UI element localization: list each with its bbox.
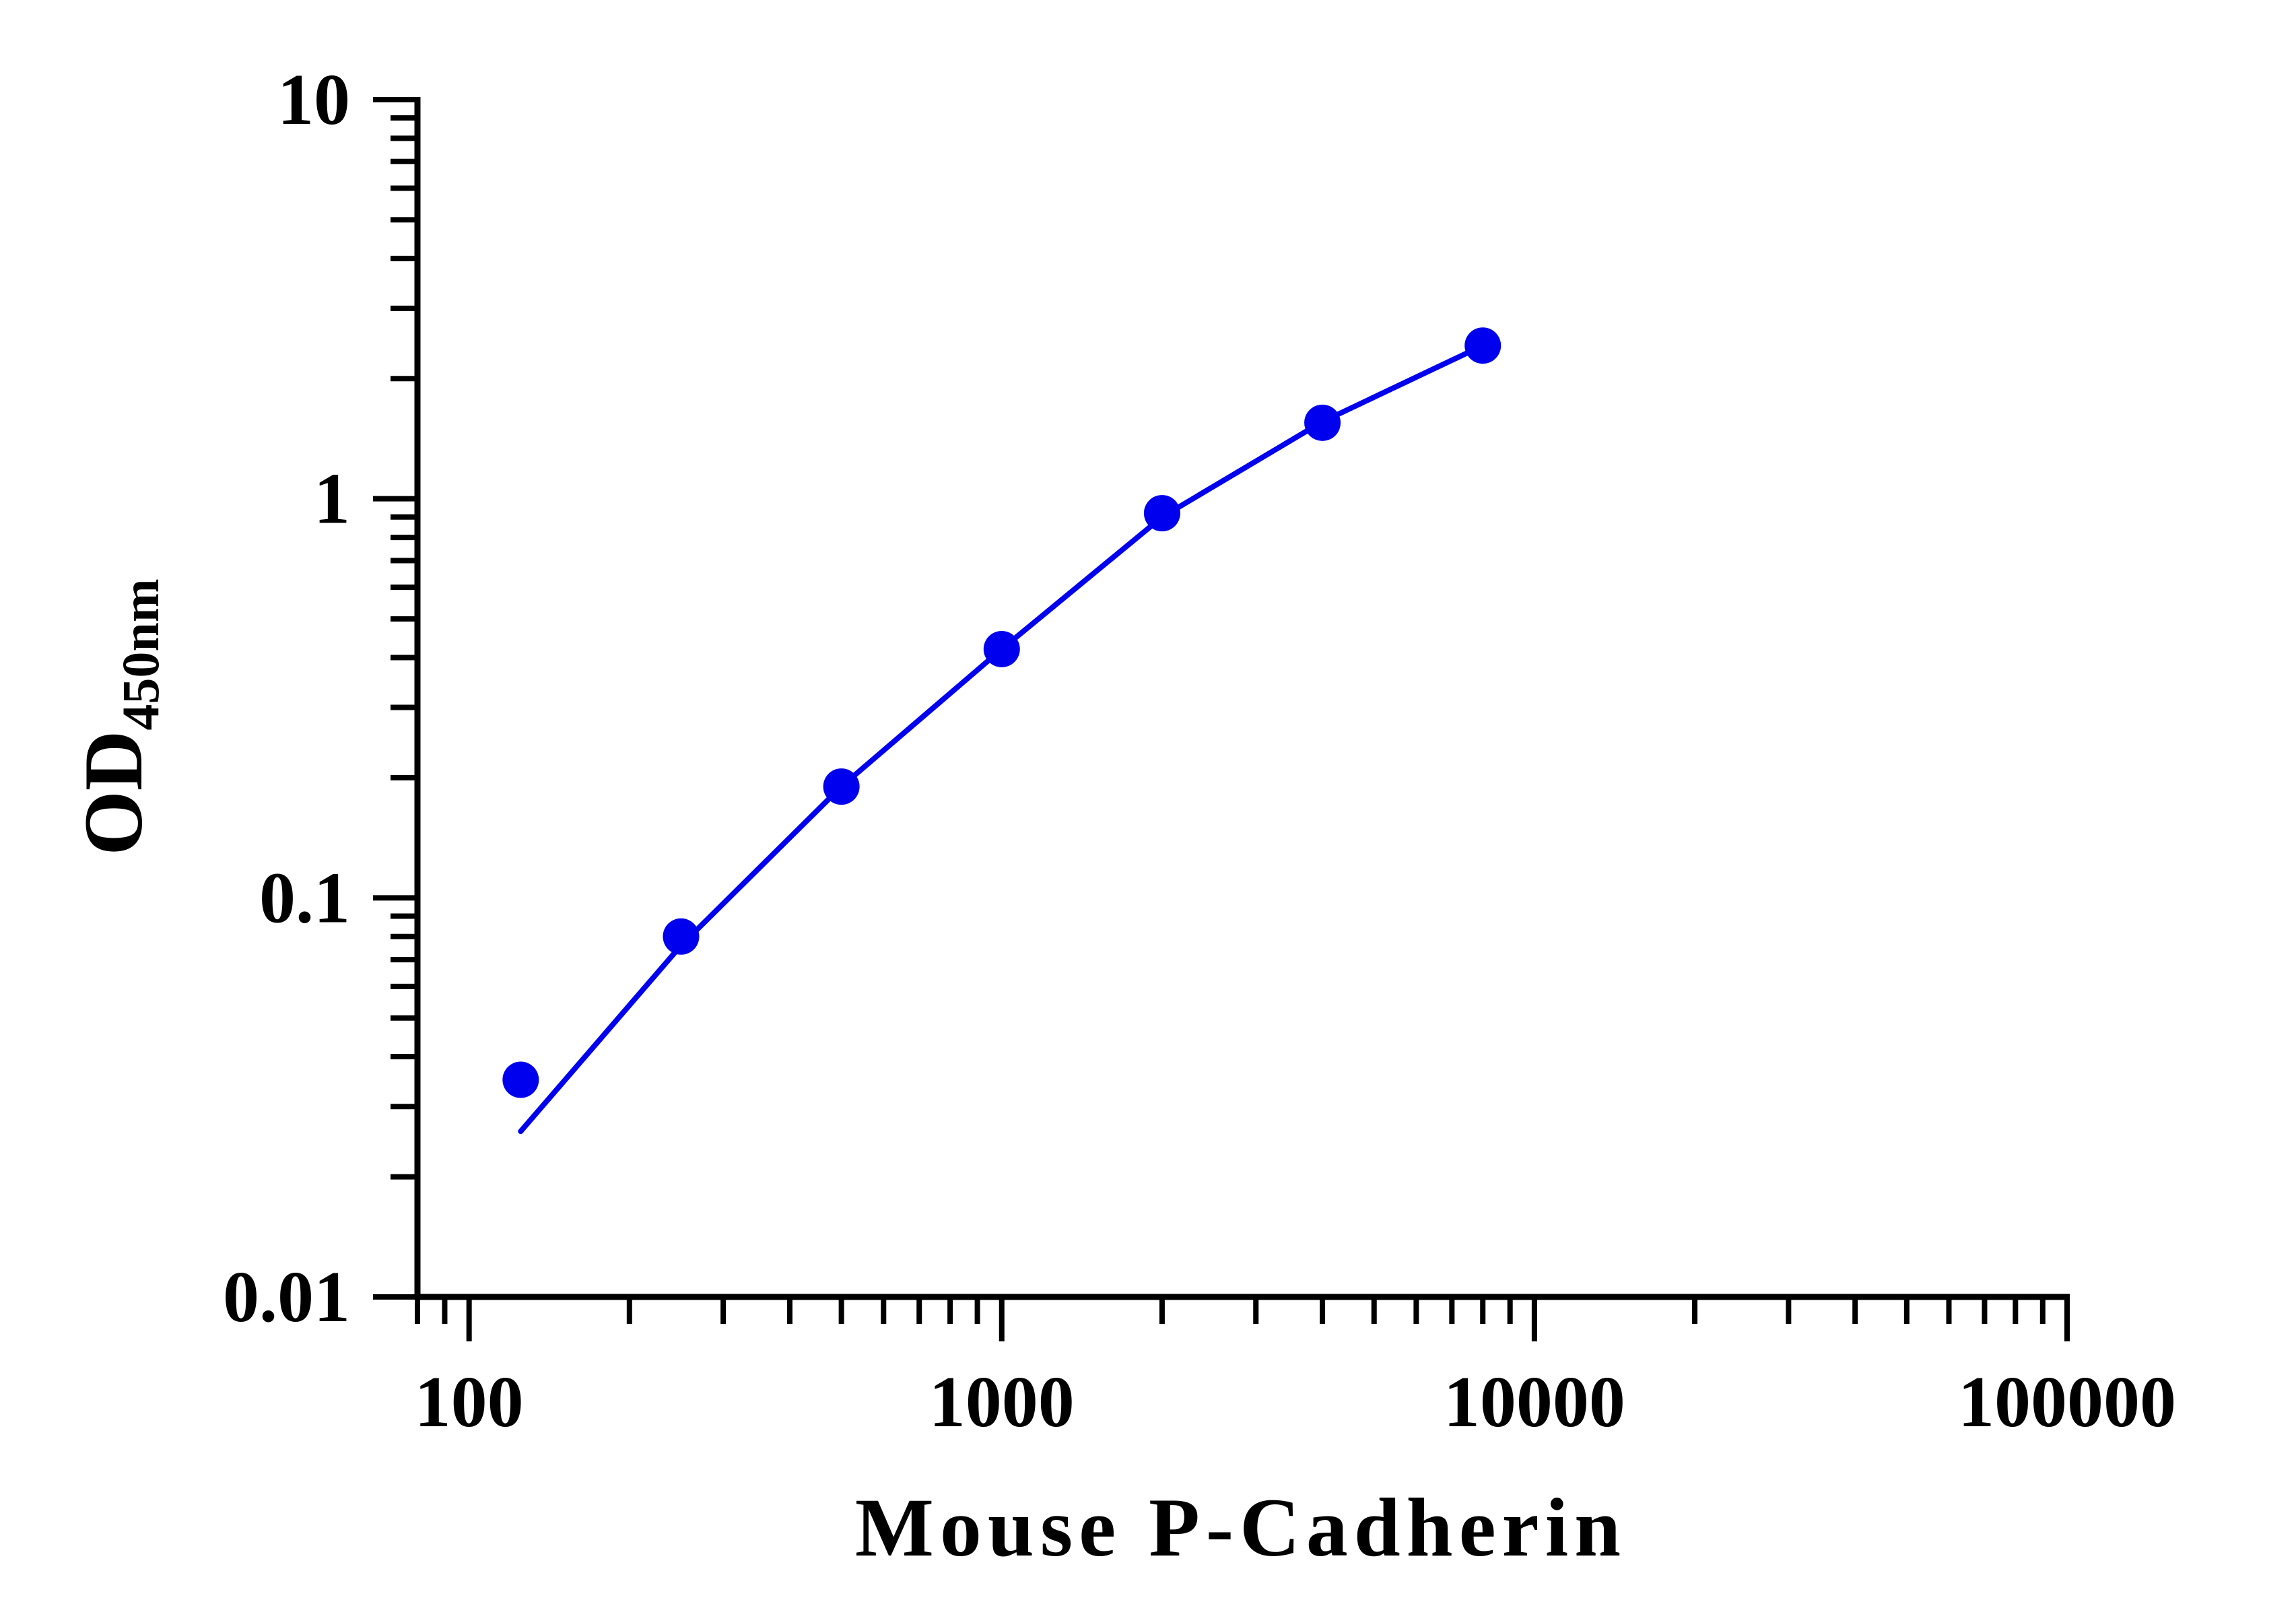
data-point [1143,495,1180,532]
data-point [1464,327,1501,364]
x-tick-label: 100 [415,1362,524,1442]
y-tick-label: 1 [314,459,350,539]
y-tick-label: 10 [277,60,350,140]
data-point [823,768,860,805]
x-axis: 100 1000 10000 100000 [415,1294,2176,1442]
x-axis-title: Mouse P-Cadherin [855,1481,1627,1574]
y-axis-title: OD450nm [67,578,170,855]
data-point [663,918,700,955]
data-point [1304,404,1341,441]
x-tick-label: 10000 [1444,1362,1625,1442]
y-axis-title-subscript: 450nm [111,578,170,730]
x-tick-label: 1000 [929,1362,1075,1442]
data-point [983,630,1020,667]
y-tick-label: 0.01 [223,1257,350,1337]
y-tick-label: 0.1 [259,858,350,938]
data-point [502,1061,539,1098]
y-axis-title-main: OD [67,731,160,856]
series-layer [502,327,1501,1135]
y-axis: 0.01 0.1 1 10 [223,60,421,1337]
fit-curve-line [518,343,1486,1135]
x-tick-label: 100000 [1958,1362,2176,1442]
